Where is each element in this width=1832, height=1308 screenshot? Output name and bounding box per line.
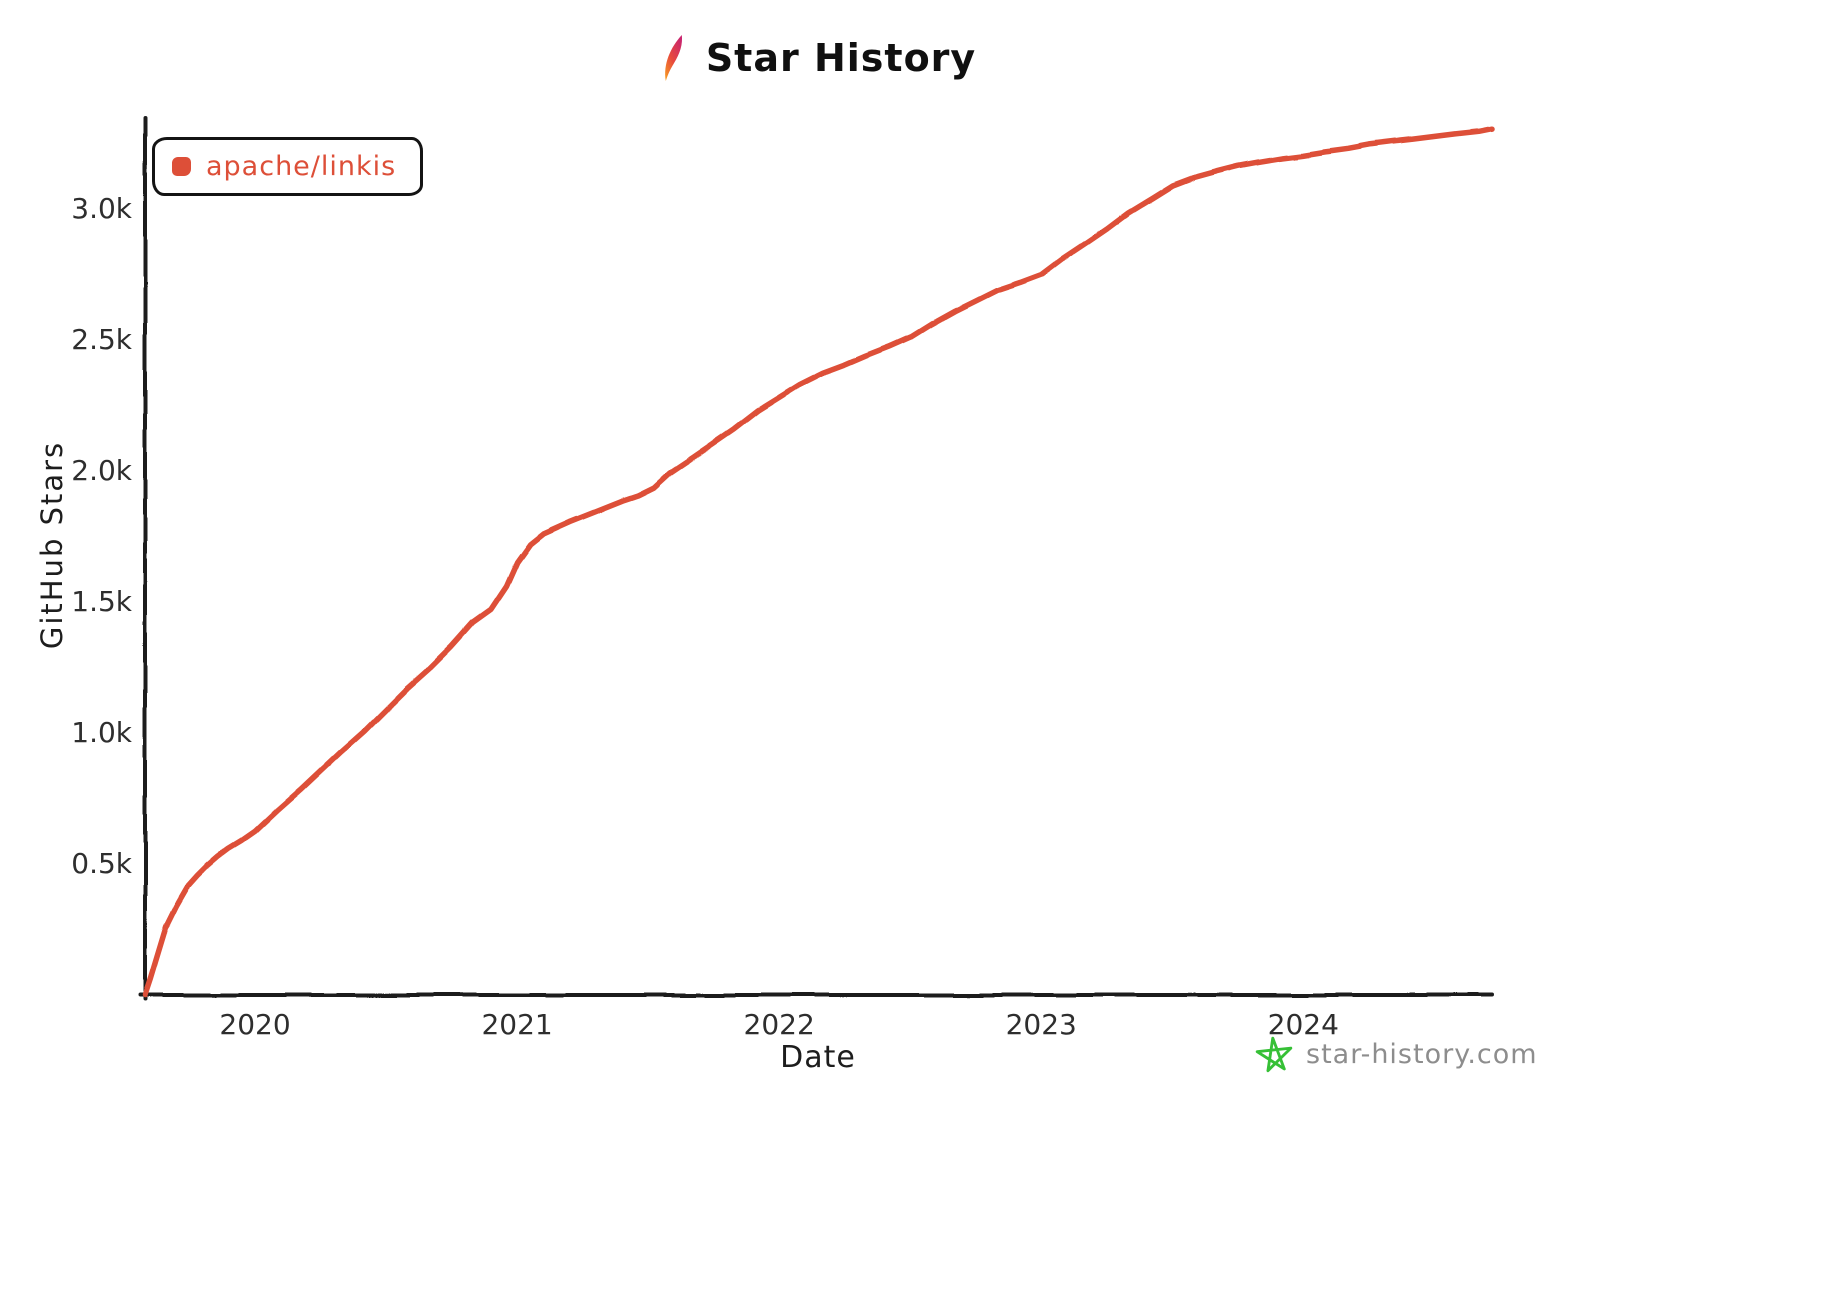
- series-group: [142, 126, 1495, 998]
- y-tick-label: 3.0k: [71, 192, 132, 226]
- y-tick-label: 1.5k: [71, 585, 132, 619]
- star-icon: [1255, 1036, 1293, 1073]
- y-tick-label: 2.5k: [71, 323, 132, 357]
- apache-feather-icon: [665, 35, 683, 81]
- y-tick-label: 2.0k: [71, 454, 132, 488]
- x-tick-label: 2024: [1267, 1008, 1339, 1041]
- y-tick-label: 1.0k: [71, 716, 132, 750]
- watermark-link[interactable]: star-history.com: [1255, 1036, 1538, 1073]
- x-tick-label: 2021: [481, 1008, 553, 1041]
- x-tick-label: 2022: [743, 1008, 815, 1041]
- y-tick-label: 0.5k: [71, 847, 132, 880]
- x-tick-label: 2023: [1005, 1008, 1077, 1041]
- x-axis-label: Date: [780, 1040, 856, 1075]
- legend-swatch: [172, 157, 191, 176]
- watermark-label: star-history.com: [1306, 1039, 1538, 1070]
- legend: apache/linkis: [152, 137, 424, 196]
- star-icon-path: [1255, 1036, 1293, 1073]
- legend-label: apache/linkis: [206, 151, 397, 182]
- chart-title-text: Star History: [705, 36, 977, 80]
- x-tick-label: 2020: [219, 1008, 291, 1041]
- y-axis-label: GitHub Stars: [35, 440, 69, 650]
- series-line: [142, 126, 1495, 998]
- axes: [138, 116, 1494, 1001]
- chart-title: Star History: [660, 34, 976, 82]
